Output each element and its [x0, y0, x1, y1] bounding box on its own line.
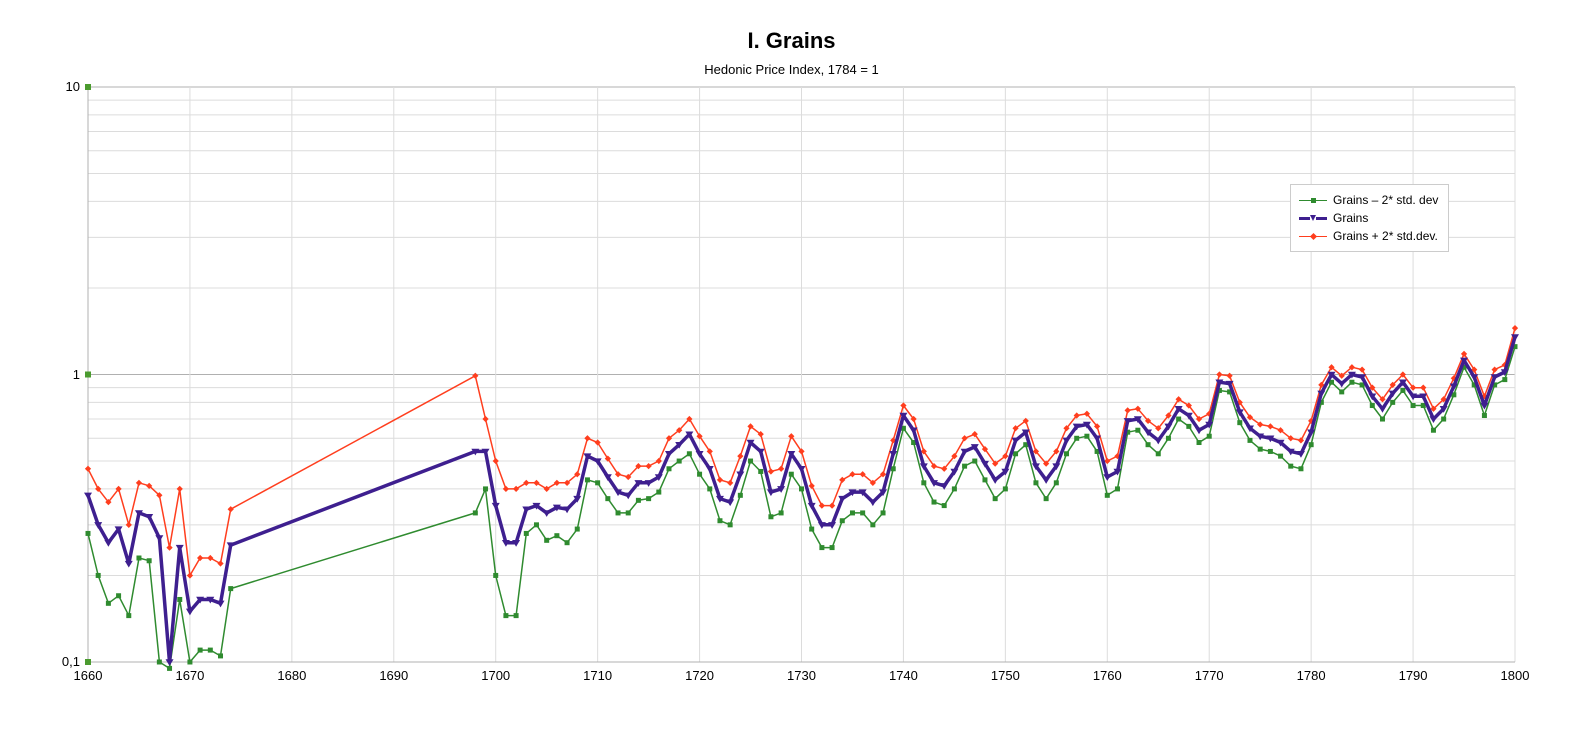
x-tick-label: 1800: [1501, 668, 1530, 683]
y-tick-label: 0,1: [40, 654, 80, 669]
legend-label: Grains – 2* std. dev: [1333, 193, 1438, 207]
x-tick-label: 1730: [787, 668, 816, 683]
x-tick-label: 1740: [889, 668, 918, 683]
x-tick-label: 1700: [481, 668, 510, 683]
chart-subtitle: Hedonic Price Index, 1784 = 1: [0, 62, 1583, 77]
x-tick-label: 1680: [277, 668, 306, 683]
y-tick-label: 10: [40, 79, 80, 94]
x-tick-label: 1760: [1093, 668, 1122, 683]
x-tick-label: 1690: [379, 668, 408, 683]
x-tick-label: 1790: [1399, 668, 1428, 683]
grains-chart: I. Grains Hedonic Price Index, 1784 = 1 …: [0, 0, 1583, 745]
y-tick-label: 1: [40, 367, 80, 382]
x-tick-label: 1710: [583, 668, 612, 683]
x-tick-label: 1660: [74, 668, 103, 683]
legend-label: Grains + 2* std.dev.: [1333, 229, 1438, 243]
legend-label: Grains: [1333, 211, 1368, 225]
x-tick-label: 1720: [685, 668, 714, 683]
chart-legend: Grains – 2* std. dev Grains Grains + 2* st…: [1290, 184, 1449, 252]
plot-area: [0, 0, 1583, 745]
x-tick-label: 1770: [1195, 668, 1224, 683]
x-tick-label: 1780: [1297, 668, 1326, 683]
x-tick-label: 1670: [175, 668, 204, 683]
x-tick-label: 1750: [991, 668, 1020, 683]
legend-item-lower: Grains – 2* std. dev: [1299, 191, 1438, 209]
legend-item-mid: Grains: [1299, 209, 1438, 227]
legend-item-upper: Grains + 2* std.dev.: [1299, 227, 1438, 245]
chart-title: I. Grains: [0, 28, 1583, 54]
